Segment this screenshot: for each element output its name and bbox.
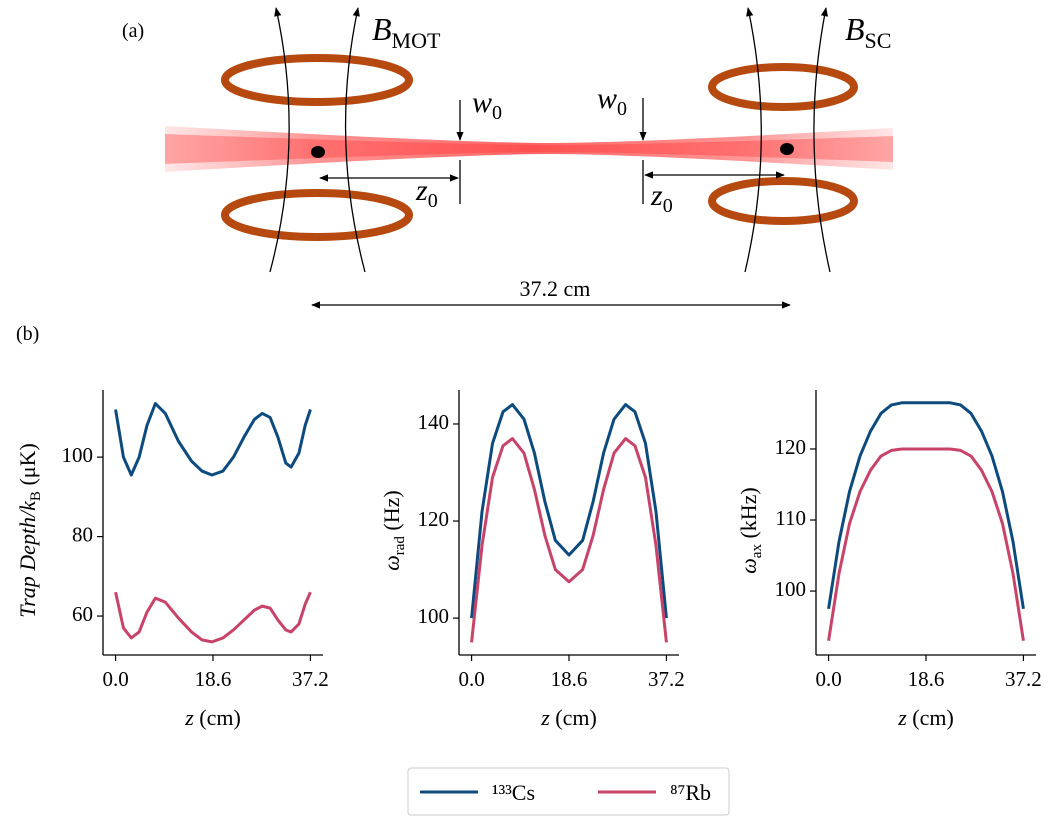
unit: (cm): [550, 705, 597, 730]
y-tick-label: 80: [72, 522, 93, 546]
coil: [221, 54, 413, 106]
chart: 100 110 120 0.0 18.6 37.2 z (cm) ωax (kHz): [736, 390, 1042, 730]
x-tick-label: 18.6: [908, 667, 945, 691]
coil: [708, 177, 858, 225]
y-tick-label: 140: [418, 410, 450, 434]
waist-label: w0: [597, 82, 627, 120]
subscript: rad: [392, 536, 408, 556]
unit: (μK): [15, 443, 40, 491]
chart: 100 120 140 0.0 18.6 37.2 z (cm) ωrad (Hz): [379, 390, 685, 730]
x-tick-label: 37.2: [1005, 667, 1042, 691]
x-tick-label: 0.0: [458, 667, 484, 691]
symbol: z: [897, 705, 907, 730]
subscript: 0: [492, 102, 502, 124]
data-line: [827, 447, 1025, 642]
symbol: B: [372, 11, 392, 47]
symbol: w: [472, 86, 492, 119]
legend-label: ⁸⁷Rb: [670, 780, 711, 805]
field-line: [813, 7, 831, 273]
x-axis-label: z (cm): [540, 705, 597, 730]
y-tick-label: 100: [418, 604, 450, 628]
symbol: z: [540, 705, 550, 730]
data-line: [114, 591, 312, 644]
rayleigh-label: z0: [415, 174, 438, 212]
symbol: Trap Depth/k: [15, 500, 40, 618]
x-tick-label: 0.0: [102, 667, 128, 691]
y-tick-label: 60: [72, 602, 93, 626]
y-axis-label: ωax (kHz): [736, 487, 765, 574]
symbol: ω: [379, 555, 404, 571]
subscript: 0: [428, 190, 438, 212]
data-line: [470, 437, 668, 643]
x-tick-label: 37.2: [292, 667, 329, 691]
unit: (Hz): [379, 490, 404, 536]
subscript: 0: [663, 195, 673, 217]
y-tick-label: 100: [62, 443, 94, 467]
rayleigh-label: z0: [650, 179, 673, 217]
x-tick-label: 0.0: [815, 667, 841, 691]
diagram: (a) (b) BMOT BSC w0 w0 z0 z0 37.2 cm: [16, 7, 893, 345]
arrows: [311, 98, 791, 309]
data-line: [470, 403, 668, 619]
distance-label: 37.2 cm: [520, 276, 591, 301]
y-tick-label: 100: [775, 577, 807, 601]
legend: ¹³³Cs ⁸⁷Rb: [407, 767, 730, 816]
symbol: w: [597, 82, 617, 115]
subscript: B: [28, 491, 44, 501]
symbol: z: [184, 705, 194, 730]
coil: [708, 63, 858, 111]
x-tick-label: 37.2: [648, 667, 685, 691]
panel-label: (b): [16, 323, 39, 345]
symbol: z: [415, 174, 428, 207]
x-axis-label: z (cm): [897, 705, 954, 730]
legend-label: ¹³³Cs: [492, 780, 535, 805]
waist-label: w0: [472, 86, 502, 124]
legend-box: [407, 767, 730, 816]
field-lines: [269, 7, 831, 273]
chart: 60 80 100 0.0 18.6 37.2 z (cm) Trap Depth/kB (μ…: [15, 390, 329, 730]
field-line: [744, 7, 762, 273]
unit: (cm): [194, 705, 241, 730]
y-tick-label: 110: [775, 506, 806, 530]
atom-cloud: [311, 146, 325, 158]
subscript: ax: [749, 544, 765, 559]
field-line: [269, 7, 290, 273]
y-axis-label: ωrad (Hz): [379, 490, 408, 571]
x-tick-label: 18.6: [195, 667, 232, 691]
y-tick-label: 120: [418, 507, 450, 531]
atom-cloud: [780, 143, 794, 155]
symbol: z: [650, 179, 663, 212]
y-tick-label: 120: [775, 435, 807, 459]
unit: (cm): [907, 705, 954, 730]
panel-label: (a): [122, 20, 144, 42]
field-label: BSC: [845, 11, 891, 53]
x-axis-label: z (cm): [184, 705, 241, 730]
symbol: ω: [736, 558, 761, 574]
subscript: MOT: [392, 28, 441, 53]
x-tick-label: 18.6: [551, 667, 588, 691]
coil: [221, 189, 413, 241]
y-axis-label: Trap Depth/kB (μK): [15, 443, 44, 618]
field-line: [344, 7, 366, 273]
data-line: [114, 402, 312, 477]
unit: (kHz): [736, 487, 761, 544]
data-line: [827, 401, 1025, 610]
symbol: B: [845, 11, 865, 47]
subscript: SC: [865, 28, 892, 53]
field-label: BMOT: [372, 11, 441, 53]
subscript: 0: [617, 98, 627, 120]
coils: [221, 54, 858, 241]
